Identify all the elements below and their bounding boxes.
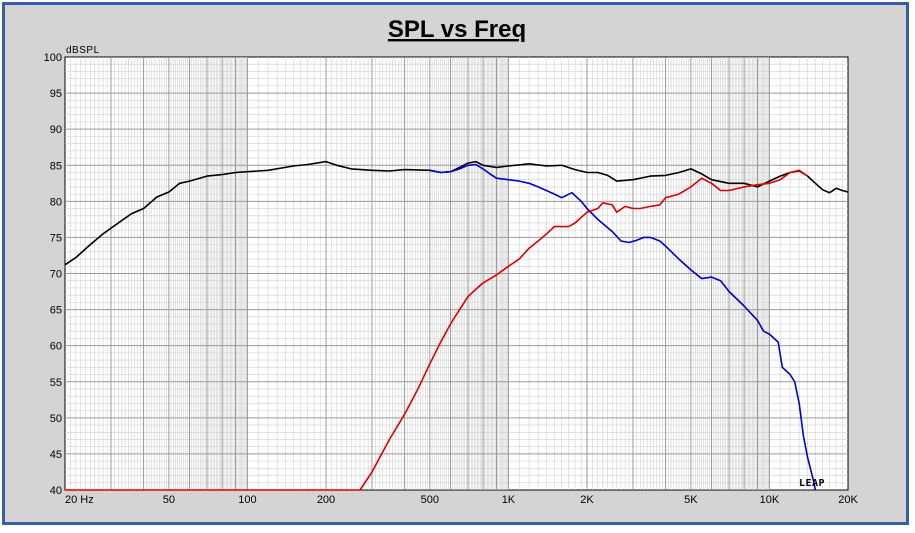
- y-tick-label: 95: [50, 88, 62, 100]
- y-tick-label: 80: [50, 196, 62, 208]
- y-tick-label: 100: [44, 52, 62, 64]
- y-tick-label: 55: [50, 377, 62, 389]
- y-tick-label: 85: [50, 160, 62, 172]
- x-tick-label: 5K: [684, 494, 698, 506]
- y-tick-label: 70: [50, 269, 62, 281]
- x-tick-label: 50: [163, 494, 175, 506]
- x-tick-label: 100: [238, 494, 256, 506]
- x-ticks: 20 Hz 50 100 200 500 1K 2K 5K 10K 20K: [65, 494, 858, 506]
- y-tick-label: 75: [50, 232, 62, 244]
- chart-title: SPL vs Freq: [388, 16, 526, 43]
- x-tick-label: 1K: [502, 494, 516, 506]
- series-line-3: [65, 169, 809, 491]
- x-tick-label: 20 Hz: [65, 494, 94, 506]
- y-axis-label: dBSPL: [66, 45, 100, 56]
- x-tick-label: 200: [317, 494, 335, 506]
- major-grid: [65, 57, 848, 490]
- series-line-2: [429, 163, 817, 491]
- y-tick-label: 60: [50, 341, 62, 353]
- series-line-1: [64, 160, 849, 266]
- y-tick-label: 45: [50, 449, 62, 461]
- y-tick-label: 65: [50, 305, 62, 317]
- y-ticks: 100 95 90 85 80 75 70 65 60 55 50 45 40: [44, 52, 62, 497]
- y-tick-label: 90: [50, 124, 62, 136]
- series-layer: [64, 160, 849, 491]
- x-tick-label: 2K: [580, 494, 594, 506]
- y-tick-label: 50: [50, 413, 62, 425]
- x-tick-label: 500: [421, 494, 439, 506]
- y-tick-label: 40: [50, 485, 62, 497]
- leap-logo: LEAP: [799, 478, 825, 489]
- x-tick-label: 20K: [838, 494, 858, 506]
- x-tick-label: 10K: [760, 494, 780, 506]
